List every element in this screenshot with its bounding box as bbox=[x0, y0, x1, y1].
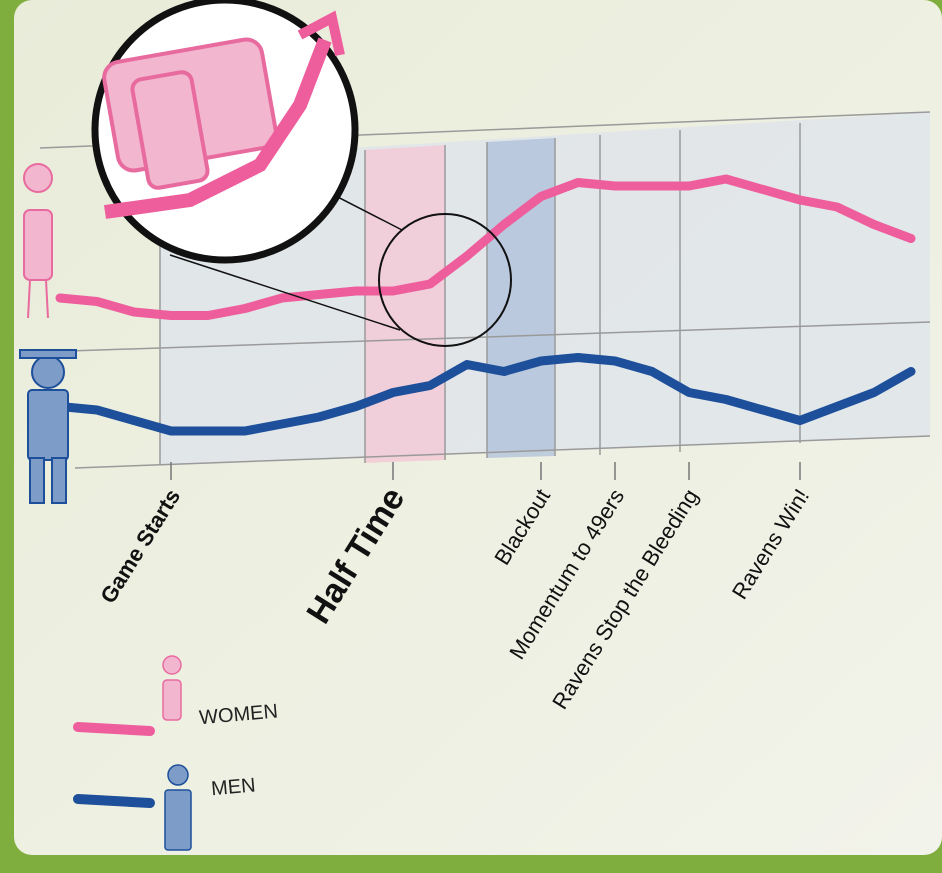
legend-woman bbox=[162, 655, 182, 721]
woman-figure bbox=[23, 163, 53, 319]
blackout-shade bbox=[487, 138, 555, 458]
man-figure bbox=[19, 349, 77, 504]
data-line bbox=[55, 174, 916, 320]
legend-swatch bbox=[73, 794, 155, 808]
halftime-shade bbox=[365, 145, 445, 463]
data-line bbox=[55, 353, 916, 436]
zoom-callout bbox=[91, 0, 512, 347]
legend-label: MEN bbox=[210, 774, 256, 800]
legend-swatch bbox=[73, 722, 155, 736]
legend-man bbox=[164, 764, 192, 851]
